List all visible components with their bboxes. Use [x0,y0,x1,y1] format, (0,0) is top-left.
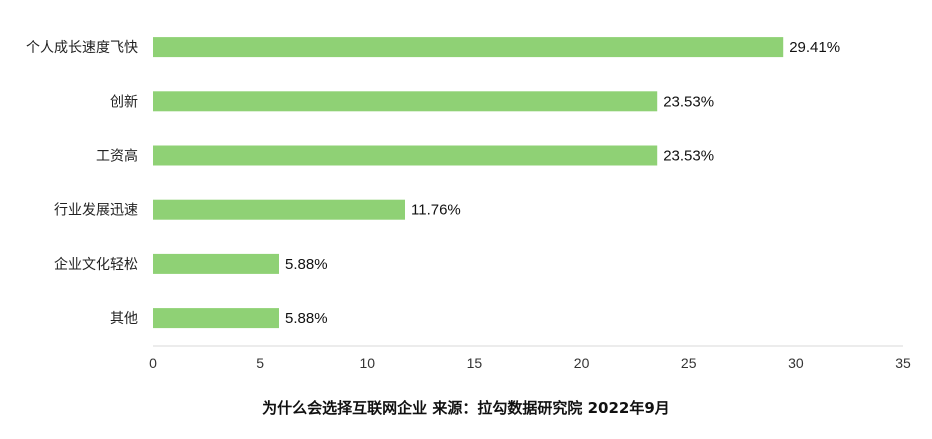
bar [153,145,658,166]
category-label: 其他 [110,311,138,327]
bar [153,199,405,220]
data-label: 23.53% [663,93,714,110]
data-label: 23.53% [663,148,714,165]
x-tick-label: 35 [895,355,911,371]
bar [153,37,784,58]
x-tick-label: 10 [359,355,375,371]
x-tick-label: 25 [681,355,697,371]
category-label: 行业发展迅速 [54,203,138,219]
x-tick-label: 20 [574,355,590,371]
data-label: 5.88% [285,310,328,327]
chart-caption: 为什么会选择互联网企业 来源：拉勾数据研究院 2022年9月 [262,399,670,417]
category-label: 个人成长速度飞快 [26,40,138,56]
category-label: 工资高 [96,148,138,165]
bar [153,253,279,274]
x-tick-label: 30 [788,355,804,371]
data-label: 29.41% [789,39,840,56]
x-tick-label: 0 [149,355,157,371]
x-tick-label: 15 [467,355,483,371]
bar [153,91,658,112]
data-label: 5.88% [285,256,328,273]
category-label: 企业文化轻松 [54,256,138,273]
data-label: 11.76% [411,202,461,219]
x-tick-label: 5 [256,355,264,371]
category-label: 创新 [110,94,138,110]
bar [153,308,279,329]
